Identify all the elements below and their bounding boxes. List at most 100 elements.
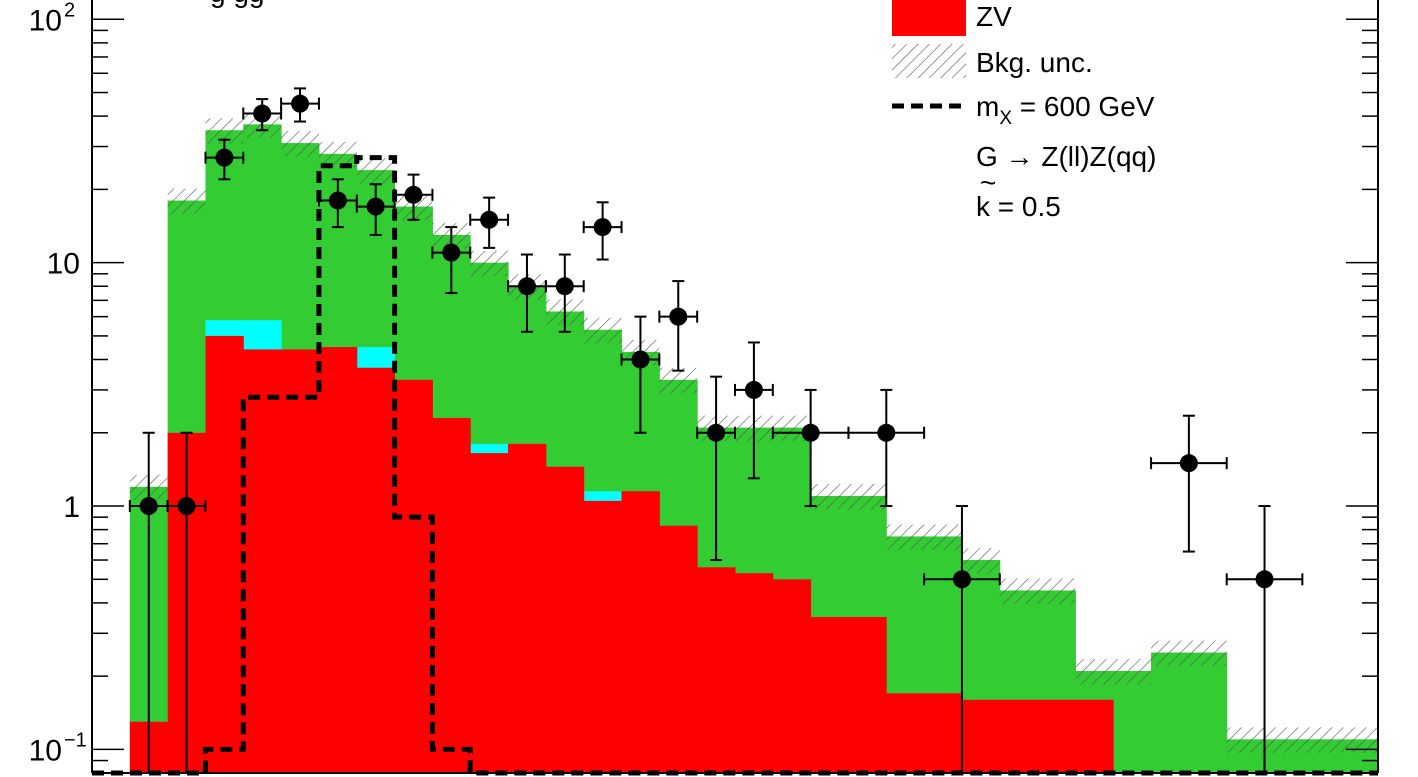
data-marker [707, 423, 726, 442]
data-point [582, 201, 623, 261]
data-point [128, 431, 169, 773]
data-marker [139, 497, 158, 516]
data-marker [328, 191, 347, 210]
uncertainty-box [281, 131, 319, 157]
histogram-bar [243, 349, 282, 773]
legend-label-signal: mX = 600 GeV [976, 91, 1155, 129]
histogram-bar [1037, 699, 1076, 773]
histogram-bar [999, 699, 1039, 773]
histogram-bar [697, 567, 736, 773]
uncertainty-box [470, 250, 509, 277]
histogram-bar [961, 699, 1001, 773]
uncertainty-box [167, 188, 206, 215]
data-point [280, 87, 320, 123]
data-marker [801, 423, 820, 442]
legend-swatch-bkg-unc [892, 44, 966, 78]
data-point [317, 178, 358, 229]
data-marker [1255, 570, 1274, 589]
data-point [847, 388, 926, 508]
uncertainty-box [1340, 727, 1378, 753]
histogram-bar [508, 443, 547, 773]
uncertainty-box [1151, 640, 1189, 667]
histogram-bar [1151, 652, 1190, 773]
histogram-bar [1113, 670, 1152, 773]
legend-label-coupling: k = 0.5 [976, 191, 1061, 222]
uncertainty-box [583, 317, 622, 344]
data-point [620, 315, 661, 434]
uncertainty-box [1075, 659, 1114, 685]
histogram-bar [886, 693, 925, 773]
data-marker [631, 350, 650, 369]
uncertainty-box [1264, 727, 1303, 753]
data-marker [253, 104, 272, 123]
data-point [544, 253, 585, 333]
signal-histogram-line [92, 155, 1378, 776]
histogram-bar [583, 500, 623, 773]
y-tick-label-exponent: −1 [64, 729, 87, 751]
data-marker [366, 197, 385, 216]
histogram-bar [924, 693, 963, 773]
histogram-bar [735, 573, 774, 773]
data-point [431, 226, 472, 295]
axes-layer: 10−1110102g gg [29, 0, 1379, 774]
legend-label-bkg-unc: Bkg. unc. [976, 47, 1093, 78]
uncertainty-box [924, 524, 962, 550]
data-marker [291, 94, 310, 113]
data-marker [215, 148, 234, 167]
data-marker [404, 185, 423, 204]
data-point [923, 505, 1001, 773]
data-marker [744, 380, 763, 399]
legend-label-process: G → Z(ll)Z(qq) [976, 141, 1156, 172]
legend-swatch-zv [892, 0, 966, 36]
uncertainty-box [886, 524, 925, 550]
uncertainty-box [356, 158, 395, 184]
legend-label-zv: ZV [976, 1, 1012, 32]
data-marker [877, 423, 896, 442]
uncertainty-box [1302, 727, 1341, 753]
histogram-bar [1188, 652, 1228, 773]
uncertainty-box [810, 483, 849, 510]
data-marker [517, 277, 536, 296]
legend: ZV Bkg. unc. mX = 600 GeV G → Z(ll)Z(qq) k =… [892, 0, 1156, 222]
uncertainty-box [1113, 659, 1152, 685]
data-point [1150, 414, 1228, 553]
uncertainty-box [1188, 640, 1227, 667]
uncertainty-box [848, 483, 887, 510]
uncertainty-box [961, 548, 1000, 574]
uncertainty-box [1037, 578, 1076, 604]
histogram-bar [1075, 699, 1114, 773]
data-point [469, 196, 510, 249]
histogram-bar [470, 453, 509, 773]
uncertainty-box [318, 141, 357, 168]
data-point [242, 98, 283, 132]
y-tick-label: 10 [29, 4, 62, 37]
data-point [734, 341, 774, 480]
stacked-background-layer [129, 124, 1379, 774]
histogram-bar [810, 616, 849, 773]
histogram-bar [394, 379, 433, 773]
partial-header-text: g gg [210, 0, 265, 8]
histogram-bar [772, 579, 812, 773]
data-point [355, 183, 396, 236]
histogram-bar [356, 367, 396, 773]
histogram-bar [659, 525, 698, 773]
histogram-bar [281, 349, 320, 773]
data-point [696, 375, 736, 562]
histogram-bar [432, 417, 471, 773]
y-tick-label: 10 [47, 248, 80, 281]
data-marker [1179, 454, 1198, 473]
data-point [166, 431, 207, 773]
data-point [1225, 505, 1304, 773]
y-tick-label: 1 [63, 491, 80, 524]
data-point [771, 388, 850, 508]
data-point [393, 173, 434, 221]
data-marker [593, 218, 612, 237]
histogram-bar [621, 491, 660, 773]
data-marker [952, 570, 971, 589]
data-point [658, 280, 699, 372]
data-point [204, 138, 245, 181]
uncertainty-box [659, 367, 698, 394]
y-tick-label: 10 [29, 734, 62, 767]
signal-line-layer [92, 155, 1378, 776]
